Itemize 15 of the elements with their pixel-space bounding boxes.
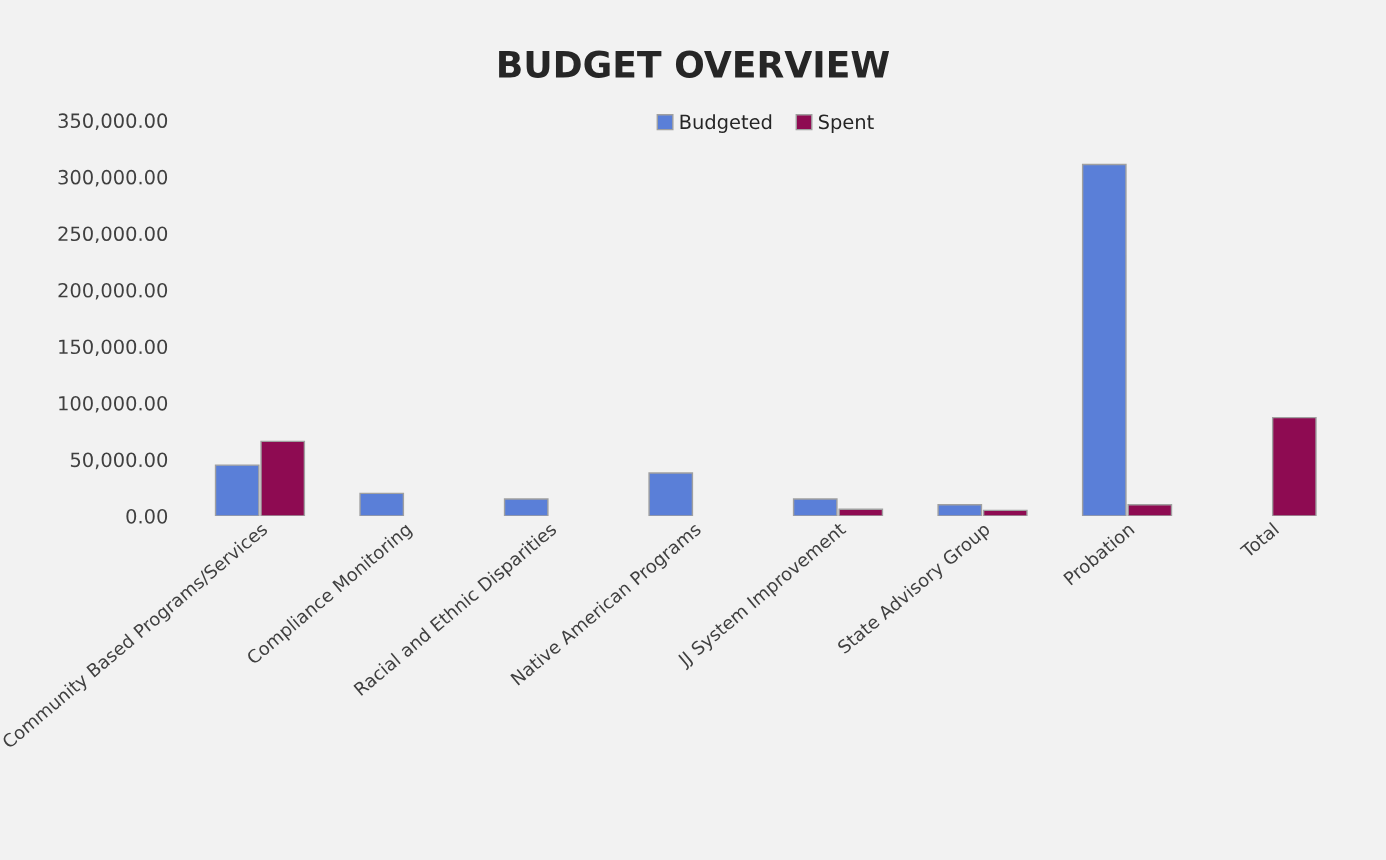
y-tick-label: 0.00 — [126, 508, 168, 524]
y-tick-label: 300,000.00 — [58, 169, 168, 187]
y-tick-label: 50,000.00 — [70, 452, 168, 470]
chart-title: BUDGET OVERVIEW — [499, 50, 890, 78]
bar — [648, 472, 694, 516]
y-tick-label: 250,000.00 — [58, 226, 168, 244]
y-tick-label: 100,000.00 — [59, 395, 168, 413]
bar — [1271, 416, 1317, 516]
bar — [359, 492, 405, 516]
bar — [503, 498, 549, 516]
y-tick-label: 350,000.00 — [58, 113, 168, 131]
y-tick-label: 200,000.00 — [58, 282, 168, 300]
y-tick-label: 150,000.00 — [59, 339, 168, 357]
legend-label: Budgeted — [680, 114, 772, 133]
legend-label: Spent — [818, 114, 874, 133]
